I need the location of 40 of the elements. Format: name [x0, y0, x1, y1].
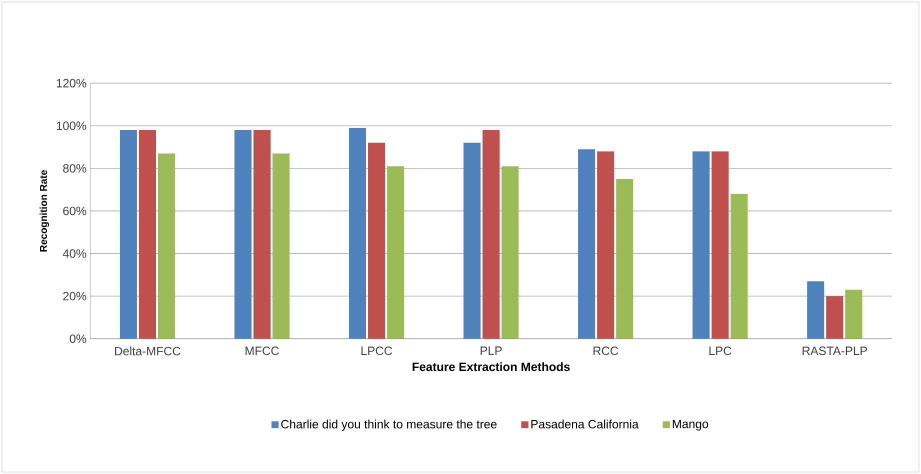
bar	[368, 142, 386, 339]
legend-label: Charlie did you think to measure the tree	[281, 420, 497, 431]
y-tick-label: 40%	[62, 249, 86, 258]
bar	[807, 281, 824, 339]
y-tick-label: 20%	[63, 292, 86, 300]
x-tick-label: RCC	[594, 346, 618, 356]
bar	[138, 130, 156, 339]
x-tick-label: MFCC	[246, 346, 279, 356]
bar	[692, 151, 710, 339]
bar	[272, 153, 290, 339]
y-tick-label: 80%	[63, 164, 86, 173]
bar	[120, 130, 137, 339]
y-axis-title: Recognition Rate	[40, 170, 50, 252]
legend-label: Pasadena California	[531, 420, 639, 428]
y-tick-label: 0%	[70, 334, 86, 343]
bar	[464, 142, 481, 339]
x-tick-label: RASTA-PLP	[802, 346, 867, 356]
bar	[826, 296, 844, 339]
x-tick-label: Delta-MFCC	[115, 346, 180, 356]
bar	[253, 130, 271, 339]
x-tick-label: LPC	[709, 346, 732, 356]
bar	[158, 153, 176, 339]
bar	[597, 151, 614, 339]
bar	[845, 290, 862, 339]
y-tick-label: 60%	[63, 206, 86, 216]
bar	[234, 130, 252, 339]
x-tick-label: PLP	[480, 346, 502, 355]
legend-label: Mango	[672, 420, 708, 431]
y-tick-label: 100%	[56, 122, 86, 130]
bar	[712, 151, 729, 339]
x-tick-label: LPCC	[361, 346, 392, 356]
bar	[578, 149, 596, 339]
y-tick-label: 120%	[56, 78, 86, 88]
bar	[482, 130, 500, 339]
bar	[348, 128, 366, 339]
x-axis-title: Feature Extraction Methods	[412, 362, 570, 372]
bar	[502, 166, 519, 339]
bar	[387, 166, 404, 339]
bar	[616, 179, 634, 339]
bar	[730, 194, 748, 339]
